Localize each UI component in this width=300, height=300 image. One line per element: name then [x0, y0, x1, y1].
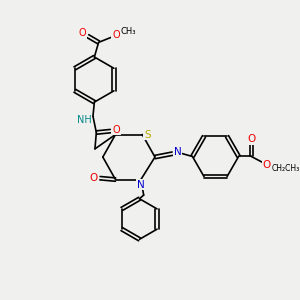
Text: NH: NH: [76, 115, 91, 124]
Text: O: O: [90, 173, 98, 183]
Text: O: O: [247, 134, 255, 144]
Text: N: N: [174, 147, 182, 157]
Text: CH₂CH₃: CH₂CH₃: [272, 164, 300, 173]
Text: N: N: [137, 180, 145, 190]
Text: O: O: [112, 30, 120, 40]
Text: O: O: [112, 125, 120, 135]
Text: S: S: [144, 130, 151, 140]
Text: O: O: [263, 160, 271, 170]
Text: CH₃: CH₃: [120, 27, 136, 36]
Text: O: O: [78, 28, 86, 38]
